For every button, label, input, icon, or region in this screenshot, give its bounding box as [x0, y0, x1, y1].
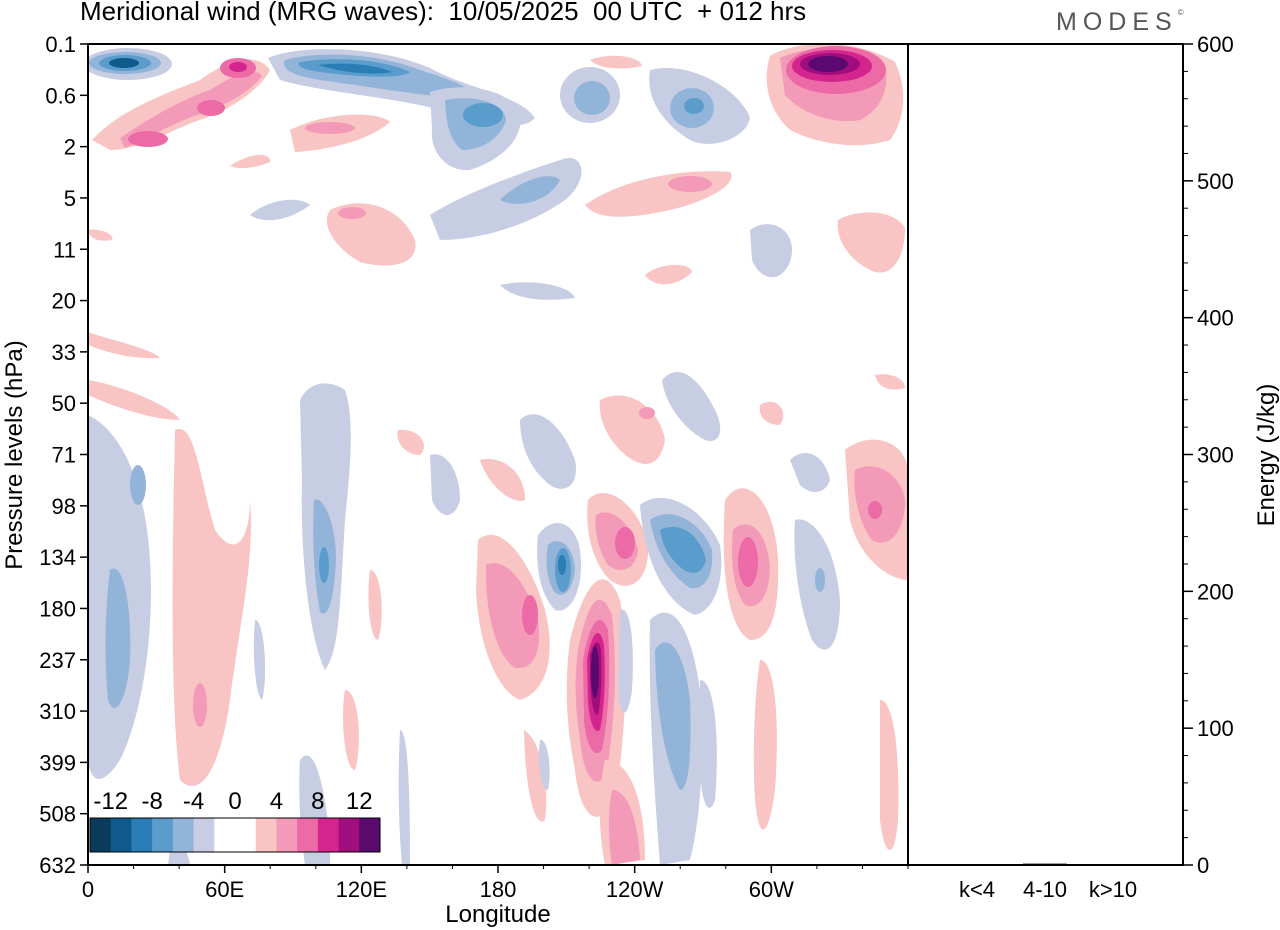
colorbar-cell	[235, 818, 257, 852]
colorbar-labels: -12 -8 -4 0 4 8 12	[93, 788, 372, 815]
colorbar-label: 0	[228, 788, 241, 815]
pressure-axis: 0.1 0.6 2 5 11 20 33 50 71 98 134 180 237 310 399 508 63…	[39, 32, 88, 878]
energy-category-label: k>10	[1089, 877, 1137, 902]
pressure-tick-label: 180	[39, 596, 76, 621]
lower-negative-blob-100W	[640, 497, 722, 865]
logo-mark: ©	[1177, 8, 1184, 17]
longitude-tick-label: 60W	[749, 877, 794, 902]
upper-negative-blob-d	[560, 67, 750, 144]
colorbar-label: -4	[183, 788, 204, 815]
colorbar-label: 12	[346, 788, 373, 815]
longitude-tick-label: 120E	[336, 877, 387, 902]
pressure-tick-label: 2	[64, 135, 76, 160]
energy-tick-label: 600	[1197, 32, 1234, 57]
upper-negative-blob-c	[430, 87, 521, 171]
pressure-tick-label: 98	[52, 494, 76, 519]
colorbar-cell	[317, 818, 340, 852]
lower-negative-misc	[168, 371, 840, 865]
colorbar-cell	[255, 818, 277, 852]
colorbar-cell	[193, 818, 215, 852]
colorbar-cell	[276, 818, 298, 852]
colorbar: -12 -8 -4 0 4 8 12	[89, 788, 381, 853]
lower-negative-streak-60E	[88, 415, 151, 779]
energy-axis: 0 100 200 300 400 500 600	[1183, 32, 1234, 878]
energy-bar	[955, 864, 999, 865]
pressure-tick-label: 310	[39, 699, 76, 724]
pressure-tick-label: 11	[53, 237, 76, 262]
upper-positive-blob-a	[92, 58, 270, 150]
colorbar-cell	[152, 818, 174, 852]
lower-positive-streak-west	[172, 428, 251, 787]
energy-bar	[1023, 863, 1067, 865]
lower-positive-streak-misc	[88, 229, 905, 850]
lower-positive-blob-180-120W	[476, 534, 550, 700]
lower-positive-blob-main	[566, 579, 645, 865]
longitude-tick-label: 0	[82, 877, 94, 902]
colorbar-cell	[90, 818, 112, 852]
colorbar-label: -12	[93, 788, 128, 815]
upper-negative-blob-a	[88, 48, 172, 80]
pressure-tick-label: 237	[39, 648, 76, 673]
pressure-tick-label: 399	[39, 750, 76, 775]
energy-tick-label: 100	[1197, 716, 1234, 741]
energy-tick-label: 200	[1197, 579, 1234, 604]
energy-tick-label: 300	[1197, 443, 1234, 468]
longitude-axis: 0 60E 120E 180 120W 60W	[82, 865, 909, 902]
colorbar-cells	[90, 818, 381, 852]
lower-negative-blob-140W	[537, 523, 581, 611]
lower-negative-streak-100E	[300, 383, 351, 670]
colorbar-label: -8	[141, 788, 162, 815]
y-axis-title: Pressure levels (hPa)	[1, 340, 28, 569]
longitude-tick-label: 120W	[606, 877, 664, 902]
energy-tick-label: 0	[1197, 853, 1209, 878]
pressure-tick-label: 20	[52, 289, 76, 314]
colorbar-cell	[131, 818, 153, 852]
contour-field	[88, 44, 908, 865]
x-axis-title: Longitude	[445, 901, 550, 928]
logo-text: MODES	[1056, 8, 1178, 36]
pressure-tick-label: 33	[52, 340, 76, 365]
chart-title: Meridional wind (MRG waves): 10/05/2025 …	[80, 0, 807, 26]
lower-positive-blob-c	[723, 488, 779, 640]
pressure-tick-label: 134	[39, 545, 76, 570]
energy-tick-label: 500	[1197, 169, 1234, 194]
pressure-tick-label: 50	[52, 391, 76, 416]
colorbar-label: 8	[311, 788, 324, 815]
energy-plot-frame	[907, 43, 1184, 866]
energy-bar	[1091, 864, 1135, 865]
colorbar-cell	[359, 818, 381, 852]
upper-positive-blob-b	[766, 44, 904, 146]
lower-positive-blob-d	[845, 439, 908, 580]
energy-category-label: 4-10	[1023, 877, 1067, 902]
colorbar-label: 4	[270, 788, 283, 815]
pressure-tick-label: 5	[64, 186, 76, 211]
colorbar-cell	[214, 818, 236, 852]
pressure-tick-label: 632	[39, 853, 76, 878]
longitude-tick-label: 180	[480, 877, 517, 902]
energy-axis-title: Energy (J/kg)	[1253, 384, 1280, 527]
pressure-tick-label: 0.1	[45, 32, 76, 57]
energy-tick-label: 400	[1197, 306, 1234, 331]
energy-bars	[955, 863, 1135, 865]
pressure-tick-label: 508	[39, 802, 76, 827]
longitude-tick-label: 60E	[205, 877, 244, 902]
energy-category-labels: k<4 4-10 k>10	[959, 877, 1137, 902]
colorbar-cell	[297, 818, 319, 852]
upper-positive-blob-c	[230, 55, 905, 285]
energy-category-label: k<4	[959, 877, 995, 902]
colorbar-frame	[89, 817, 381, 853]
pressure-tick-label: 0.6	[45, 83, 76, 108]
colorbar-cell	[338, 818, 360, 852]
colorbar-cell	[172, 818, 195, 852]
lower-positive-blob-b	[587, 492, 649, 586]
upper-weak-negative-blobs	[250, 158, 792, 300]
modes-logo: MODES©	[1056, 8, 1184, 37]
colorbar-cell	[110, 818, 132, 852]
pressure-tick-label: 71	[52, 443, 76, 468]
